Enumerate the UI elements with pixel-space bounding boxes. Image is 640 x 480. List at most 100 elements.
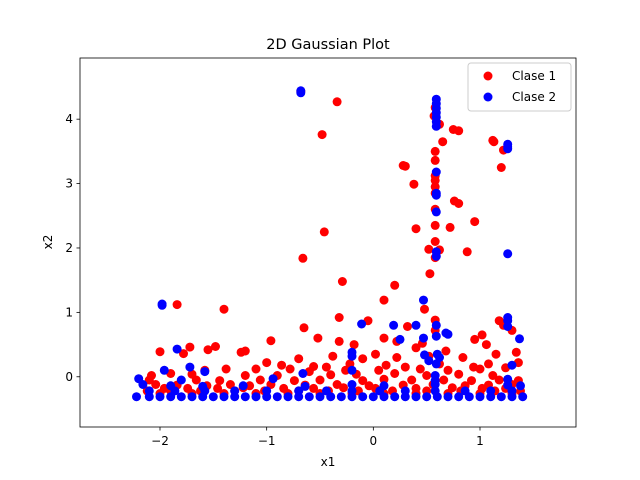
data-point: [419, 333, 428, 343]
data-point: [347, 392, 357, 402]
data-point: [262, 358, 272, 368]
data-point: [285, 364, 295, 374]
x-axis-label: x1: [321, 455, 336, 469]
data-point: [432, 392, 442, 402]
data-point: [144, 392, 154, 402]
y-tick-label: 3: [65, 177, 73, 191]
data-point: [300, 381, 310, 391]
data-point: [379, 333, 389, 343]
data-point: [403, 322, 412, 331]
data-point: [334, 313, 344, 322]
data-point: [518, 392, 528, 402]
data-point: [172, 344, 182, 354]
data-point: [431, 207, 441, 217]
data-point: [430, 237, 440, 246]
data-point: [326, 392, 336, 402]
data-point: [454, 392, 464, 402]
y-tick-label: 0: [65, 370, 73, 384]
legend-label-clase-1: Clase 1: [512, 69, 556, 83]
data-point: [166, 392, 176, 402]
data-point: [431, 190, 441, 200]
data-point: [475, 364, 485, 374]
data-point: [138, 380, 148, 389]
data-point: [379, 374, 389, 384]
data-point: [294, 392, 304, 402]
data-point: [430, 380, 440, 389]
data-point: [277, 360, 287, 370]
x-tick-label: −1: [258, 434, 276, 448]
data-point: [431, 359, 441, 369]
data-point: [445, 222, 455, 232]
data-point: [511, 347, 521, 357]
data-point: [336, 392, 346, 402]
data-point: [309, 383, 319, 393]
x-tick-label: 0: [370, 434, 378, 448]
data-point: [221, 364, 231, 374]
data-point: [198, 392, 208, 402]
data-point: [381, 360, 391, 370]
y-tick-label: 4: [65, 112, 73, 126]
data-point: [422, 392, 432, 402]
data-point: [415, 364, 425, 374]
data-point: [251, 364, 261, 374]
data-point: [464, 392, 474, 402]
data-point: [368, 392, 378, 402]
data-point: [298, 369, 308, 378]
data-point: [407, 375, 417, 385]
data-point: [425, 269, 435, 279]
data-point: [475, 392, 485, 402]
data-point: [328, 351, 338, 361]
data-point: [400, 392, 410, 402]
data-point: [176, 375, 186, 385]
data-point: [454, 369, 464, 379]
data-point: [420, 304, 429, 314]
data-point: [304, 392, 314, 402]
data-point: [409, 179, 419, 189]
data-point: [185, 362, 195, 372]
data-point: [326, 370, 336, 380]
data-point: [319, 227, 329, 237]
data-point: [390, 392, 400, 402]
data-point: [172, 300, 182, 310]
data-point: [431, 121, 441, 131]
data-point: [208, 392, 218, 402]
data-point: [200, 367, 210, 377]
data-point: [400, 362, 410, 372]
data-point: [321, 362, 331, 372]
data-point: [225, 380, 235, 389]
data-point: [411, 343, 421, 353]
data-point: [299, 323, 309, 333]
data-point: [347, 365, 357, 375]
data-point: [430, 175, 440, 185]
data-point: [392, 353, 402, 362]
data-point: [424, 244, 434, 254]
data-point: [238, 381, 248, 391]
data-point: [422, 371, 432, 380]
legend: Clase 1 Clase 2: [467, 62, 572, 112]
data-point: [347, 351, 357, 361]
data-point: [215, 376, 225, 386]
data-point: [374, 365, 384, 375]
data-point: [431, 167, 441, 177]
data-point: [315, 392, 325, 402]
data-point: [496, 392, 506, 402]
data-point: [494, 375, 504, 385]
data-point: [179, 349, 188, 359]
data-point: [251, 392, 261, 402]
data-point: [486, 392, 496, 402]
data-point: [516, 381, 525, 391]
data-point: [236, 347, 246, 357]
data-point: [332, 97, 342, 107]
data-point: [507, 392, 517, 402]
data-point: [515, 334, 524, 344]
data-point: [349, 340, 359, 350]
data-point: [191, 375, 201, 385]
data-point: [185, 342, 195, 352]
data-point: [484, 359, 493, 369]
data-point: [294, 354, 304, 364]
data-point: [144, 375, 154, 385]
data-point: [358, 354, 368, 364]
data-point: [240, 371, 250, 380]
data-point: [439, 375, 449, 385]
